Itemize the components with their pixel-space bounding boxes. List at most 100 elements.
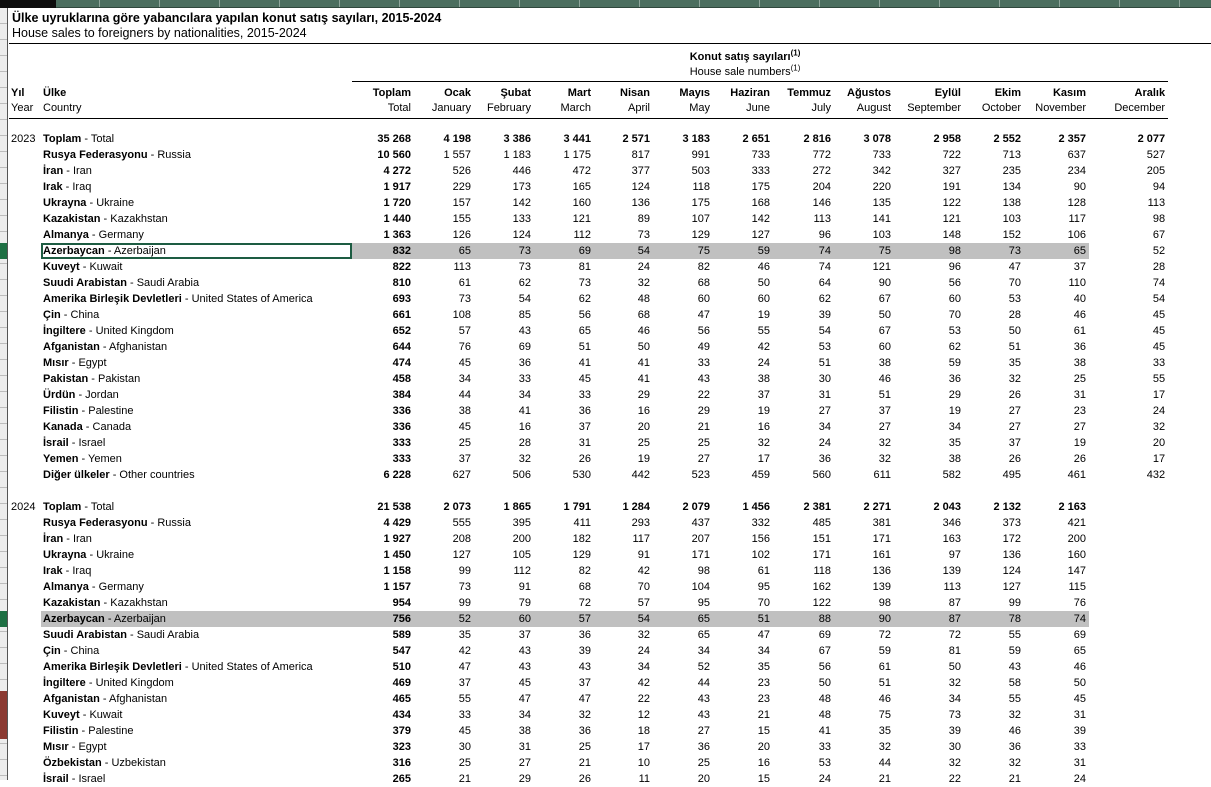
value-cell[interactable]: 373: [1002, 517, 1021, 529]
value-cell[interactable]: 530: [572, 469, 591, 481]
year-cell[interactable]: [9, 163, 41, 179]
value-cell[interactable]: 103: [872, 229, 891, 241]
country-cell[interactable]: Almanya - Germany: [43, 581, 144, 593]
value-cell[interactable]: 124: [1002, 565, 1021, 577]
value-cell[interactable]: 108: [452, 309, 471, 321]
value-cell[interactable]: 469: [392, 677, 411, 689]
value-cell[interactable]: 81: [948, 645, 961, 657]
value-cell[interactable]: 61: [878, 661, 891, 673]
value-cell[interactable]: 53: [818, 341, 831, 353]
year-cell[interactable]: [9, 691, 41, 707]
value-cell[interactable]: 43: [697, 693, 710, 705]
country-cell[interactable]: Amerika Birleşik Devletleri - United Sta…: [43, 293, 313, 305]
value-cell[interactable]: [1089, 563, 1168, 579]
value-cell[interactable]: 60: [757, 293, 770, 305]
year-cell[interactable]: [9, 291, 41, 307]
value-cell[interactable]: 25: [458, 437, 471, 449]
value-cell[interactable]: 207: [691, 533, 710, 545]
value-cell[interactable]: 62: [948, 341, 961, 353]
value-cell[interactable]: 68: [637, 309, 650, 321]
value-cell[interactable]: 50: [818, 677, 831, 689]
value-cell[interactable]: 67: [878, 293, 891, 305]
value-cell[interactable]: 37: [1008, 437, 1021, 449]
value-cell[interactable]: 60: [878, 341, 891, 353]
value-cell[interactable]: 55: [458, 693, 471, 705]
value-cell[interactable]: 333: [751, 165, 770, 177]
value-cell[interactable]: 20: [637, 421, 650, 433]
year-cell[interactable]: [9, 179, 41, 195]
value-cell[interactable]: 527: [1146, 149, 1166, 161]
value-cell[interactable]: 43: [1008, 661, 1021, 673]
year-cell[interactable]: [9, 707, 41, 723]
value-cell[interactable]: 136: [631, 197, 650, 209]
value-cell[interactable]: 43: [518, 661, 531, 673]
value-cell[interactable]: 30: [948, 741, 961, 753]
value-cell[interactable]: 35: [878, 725, 891, 737]
value-cell[interactable]: 21: [697, 421, 710, 433]
year-cell[interactable]: [9, 531, 41, 547]
value-cell[interactable]: 113: [453, 261, 471, 273]
value-cell[interactable]: 4 272: [383, 165, 411, 177]
value-cell[interactable]: 73: [518, 261, 531, 273]
value-cell[interactable]: 62: [578, 293, 591, 305]
value-cell[interactable]: 45: [578, 373, 591, 385]
value-cell[interactable]: 485: [812, 517, 831, 529]
value-cell[interactable]: 62: [818, 293, 831, 305]
value-cell[interactable]: 72: [578, 597, 591, 609]
value-cell[interactable]: 47: [697, 309, 710, 321]
value-cell[interactable]: 21: [578, 757, 591, 769]
value-cell[interactable]: 117: [1068, 213, 1086, 225]
value-cell[interactable]: 1 183: [503, 149, 531, 161]
value-cell[interactable]: 173: [512, 181, 531, 193]
value-cell[interactable]: 46: [757, 261, 770, 273]
value-cell[interactable]: 42: [637, 565, 650, 577]
value-cell[interactable]: 47: [578, 693, 591, 705]
year-cell[interactable]: 2024: [11, 501, 36, 513]
value-cell[interactable]: 160: [1067, 549, 1086, 561]
value-cell[interactable]: 32: [878, 437, 891, 449]
value-cell[interactable]: 272: [812, 165, 831, 177]
value-cell[interactable]: 2 077: [1137, 133, 1166, 145]
value-cell[interactable]: 31: [1073, 709, 1086, 721]
value-cell[interactable]: 69: [1073, 629, 1086, 641]
value-cell[interactable]: 6 228: [383, 469, 411, 481]
value-cell[interactable]: 2 357: [1058, 133, 1086, 145]
value-cell[interactable]: 65: [697, 629, 710, 641]
year-cell[interactable]: [9, 579, 41, 595]
value-cell[interactable]: 23: [757, 677, 770, 689]
value-cell[interactable]: 74: [818, 261, 831, 273]
value-cell[interactable]: 88: [773, 611, 834, 627]
value-cell[interactable]: 73: [948, 709, 961, 721]
value-cell[interactable]: 611: [873, 469, 891, 481]
value-cell[interactable]: 661: [392, 309, 411, 321]
value-cell[interactable]: 33: [518, 373, 531, 385]
country-cell[interactable]: Filistin - Palestine: [43, 725, 134, 737]
country-cell[interactable]: Azerbaycan - Azerbaijan: [41, 611, 352, 627]
value-cell[interactable]: 37: [1073, 261, 1086, 273]
value-cell[interactable]: 33: [697, 357, 710, 369]
value-cell[interactable]: 323: [392, 741, 411, 753]
value-cell[interactable]: 19: [757, 309, 770, 321]
value-cell[interactable]: 157: [452, 197, 471, 209]
value-cell[interactable]: 32: [1008, 373, 1021, 385]
value-cell[interactable]: 79: [518, 597, 531, 609]
value-cell[interactable]: 39: [578, 645, 591, 657]
value-cell[interactable]: 465: [392, 693, 411, 705]
country-cell[interactable]: İran - Iran: [43, 533, 92, 545]
value-cell[interactable]: 53: [948, 325, 961, 337]
value-cell[interactable]: 33: [458, 709, 471, 721]
value-cell[interactable]: 34: [697, 645, 710, 657]
value-cell[interactable]: [1089, 739, 1168, 755]
value-cell[interactable]: 34: [818, 421, 831, 433]
value-cell[interactable]: 89: [637, 213, 650, 225]
value-cell[interactable]: 810: [392, 277, 411, 289]
value-cell[interactable]: 200: [512, 533, 531, 545]
value-cell[interactable]: 1 791: [563, 501, 591, 513]
value-cell[interactable]: 1 157: [383, 581, 411, 593]
value-cell[interactable]: 24: [818, 437, 831, 449]
value-cell[interactable]: 65: [653, 611, 713, 627]
value-cell[interactable]: 31: [578, 437, 591, 449]
value-cell[interactable]: 45: [458, 357, 471, 369]
value-cell[interactable]: 136: [1002, 549, 1021, 561]
value-cell[interactable]: 208: [452, 533, 471, 545]
